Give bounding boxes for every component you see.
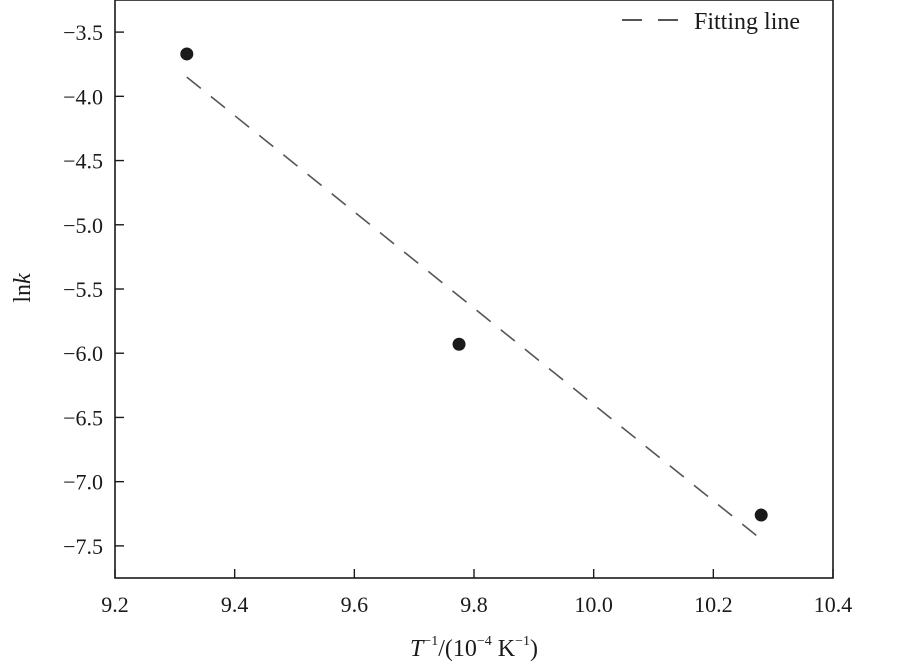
x-title-close: ) (530, 636, 538, 662)
x-axis-title: T−1/(10−4 K−1) (410, 634, 538, 662)
y-tick-label: −3.5 (63, 20, 103, 45)
x-tick-label: 9.6 (341, 592, 369, 617)
y-title-ln: ln (10, 284, 36, 303)
x-tick-label: 10.2 (694, 592, 733, 617)
x-tick-label: 9.2 (101, 592, 129, 617)
x-title-sup1: −1 (423, 634, 438, 649)
data-point (754, 508, 768, 522)
x-title-unit-open: /(10 (438, 636, 477, 662)
x-title-var: T (410, 636, 425, 662)
data-point (452, 337, 466, 351)
x-title-sup2: −4 (477, 634, 492, 649)
plot-frame (114, 0, 834, 579)
data-points (180, 47, 768, 522)
x-tick-label: 10.4 (814, 592, 853, 617)
data-point (180, 47, 194, 61)
y-tick-label: −7.5 (63, 534, 103, 559)
y-title-k: k (10, 273, 36, 284)
x-tick-label: 10.0 (574, 592, 613, 617)
y-tick-label: −5.0 (63, 213, 103, 238)
fit-line (186, 76, 759, 538)
y-axis-title: lnk (10, 273, 36, 303)
y-tick-label: −4.0 (63, 84, 103, 109)
y-tick-label: −6.5 (63, 405, 103, 430)
legend: Fitting line (622, 9, 800, 35)
legend-fit-line-label: Fitting line (694, 9, 800, 35)
x-title-unit-k: K (492, 636, 516, 662)
x-title-sup3: −1 (515, 634, 530, 649)
x-axis-ticks: 9.2 9.4 9.6 9.8 10.0 10.2 10.4 (101, 569, 852, 617)
x-tick-label: 9.8 (460, 592, 488, 617)
y-tick-label: −4.5 (63, 149, 103, 174)
y-tick-label: −7.0 (63, 470, 103, 495)
y-tick-label: −6.0 (63, 341, 103, 366)
x-tick-label: 9.4 (221, 592, 249, 617)
fit-line-group (186, 76, 759, 538)
y-axis-ticks: −3.5 −4.0 −4.5 −5.0 −5.5 −6.0 −6.5 −7.0 −7.5 (63, 20, 124, 559)
y-tick-label: −5.5 (63, 277, 103, 302)
